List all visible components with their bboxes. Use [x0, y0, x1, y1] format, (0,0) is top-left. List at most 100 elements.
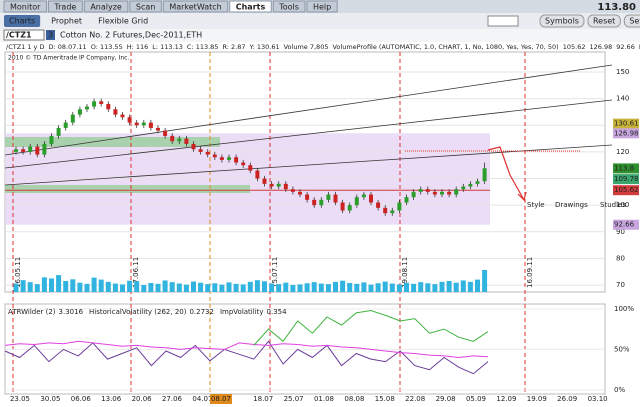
candle-body [276, 183, 281, 187]
candle-body [333, 194, 338, 203]
info-field: Ma [639, 43, 640, 51]
tab-label[interactable]: Scan [136, 3, 155, 12]
toolbar-button-label[interactable]: Reset [593, 17, 615, 26]
candle-body [134, 122, 139, 126]
candle-body [35, 146, 40, 155]
subtab-label[interactable]: Flexible Grid [98, 17, 148, 26]
volume-bar [49, 278, 54, 292]
tab[interactable] [3, 0, 47, 13]
volume-bar [439, 281, 445, 292]
candle-body [298, 191, 302, 195]
tab-label[interactable]: Help [313, 3, 331, 12]
candle-body [354, 197, 359, 206]
candle-body [312, 199, 317, 206]
symbol-bar [0, 29, 640, 42]
candle-body [461, 186, 466, 190]
x-tick-label: 05.09 [466, 395, 486, 403]
candle-body [234, 157, 239, 163]
candle-body [148, 122, 153, 128]
candle-body [262, 178, 267, 184]
volume-bar [84, 283, 90, 292]
tab[interactable] [162, 0, 229, 13]
volume-bar [460, 280, 466, 292]
volume-bar [134, 281, 140, 292]
toolbar-button[interactable] [623, 14, 640, 28]
tab-label[interactable]: Tools [278, 3, 299, 12]
volume-bar [396, 284, 402, 292]
candle-body [14, 149, 18, 152]
trend-line [4, 144, 613, 186]
candle-body [319, 199, 324, 206]
subtab-bar [0, 13, 640, 29]
tab-label[interactable]: Monitor [10, 3, 41, 12]
toolbar-button[interactable] [539, 14, 585, 28]
x-tick-label: 18.07 [253, 395, 273, 403]
volume-bar [34, 284, 40, 292]
x-tick-label: 04.07 [192, 395, 212, 403]
volume-bar [269, 283, 275, 292]
candle-body [361, 194, 366, 198]
volume-bar [389, 283, 395, 292]
tab-label[interactable]: Trade [53, 3, 76, 12]
candle-body [177, 138, 182, 142]
candle-body [141, 122, 146, 126]
symbol-box[interactable] [3, 29, 45, 41]
toolbar-button[interactable] [587, 14, 621, 28]
price-tag-label: 92.66 [614, 221, 635, 229]
tab-label[interactable]: Charts [236, 3, 266, 12]
subtab-label[interactable]: Prophet [51, 17, 82, 26]
tab[interactable] [129, 0, 162, 13]
candle-body [468, 183, 473, 187]
x-tick-label: 03.10 [588, 395, 608, 403]
subtab-label[interactable]: Charts [9, 17, 35, 26]
candle-body [340, 202, 345, 211]
candle-body [85, 106, 89, 110]
volume-bar [112, 283, 118, 292]
candle-body [411, 191, 416, 198]
candle-body [440, 191, 444, 195]
tab[interactable] [47, 0, 83, 13]
top-price: 113.80 [597, 2, 636, 13]
old-value-band [5, 185, 250, 193]
subtab[interactable] [4, 15, 41, 27]
trend-line [4, 64, 613, 156]
candle-body [305, 194, 310, 200]
candle-body [390, 210, 395, 214]
symbol[interactable]: /CTZ1 [6, 31, 32, 40]
price-tag-label: 130.61 [614, 120, 639, 128]
candle-body [397, 202, 402, 211]
side-button[interactable]: Drawings [555, 201, 588, 209]
search-box[interactable] [487, 15, 519, 27]
toolbar-button-label[interactable]: Symbols [545, 17, 579, 26]
tab-label[interactable]: Analyze [90, 3, 122, 12]
volume-bar [98, 279, 104, 292]
side-button[interactable]: Style [527, 201, 545, 209]
candle-body [482, 168, 487, 182]
tab-label[interactable]: MarketWatch [169, 3, 221, 12]
toolbar-button-label[interactable]: Setup [629, 17, 640, 26]
candle-body [212, 154, 217, 158]
candle-body [191, 143, 196, 150]
candle-body [99, 101, 104, 104]
info-field: C: 113.85 [187, 43, 219, 51]
volume-bar [482, 270, 488, 292]
volume-bar [105, 281, 111, 292]
volume-bar [411, 283, 417, 292]
side-button[interactable]: Studies [600, 201, 626, 209]
tab[interactable] [229, 0, 272, 13]
volume-bar [418, 282, 424, 292]
volume-bar [219, 284, 225, 292]
expiration-label: 19.08.11 [401, 257, 409, 288]
value-area-reading: 105.62 [563, 43, 586, 51]
volume-bar [226, 282, 232, 292]
expiration-label: 16.05.11 [14, 257, 22, 288]
tab[interactable] [83, 0, 129, 13]
tab[interactable] [272, 0, 306, 13]
volume-bar [120, 284, 125, 292]
tab[interactable] [306, 0, 338, 13]
indicator-line [4, 340, 489, 359]
candle-body [49, 135, 54, 144]
volume-bar [41, 277, 47, 292]
candle-body [404, 197, 409, 203]
volume-bar [318, 283, 324, 292]
